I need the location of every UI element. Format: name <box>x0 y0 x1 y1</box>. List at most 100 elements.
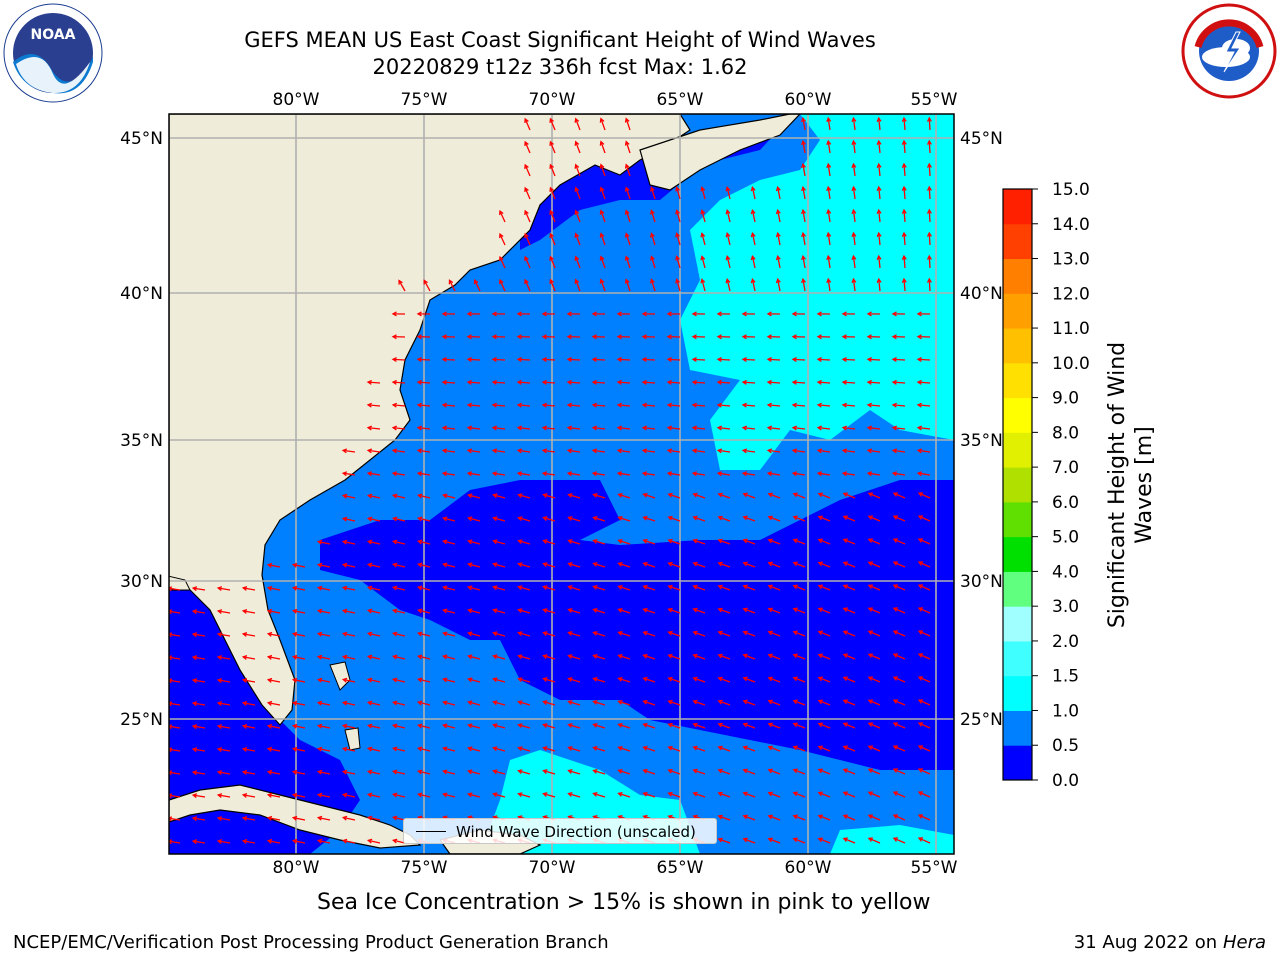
wind-wave-arrow <box>918 472 931 476</box>
wind-wave-arrow <box>593 700 606 706</box>
wind-wave-arrowhead <box>891 379 897 385</box>
wind-wave-arrow <box>918 814 931 821</box>
wind-wave-arrow <box>852 210 856 223</box>
wind-wave-arrowhead <box>591 379 597 385</box>
wind-wave-arrow <box>625 187 631 200</box>
wind-wave-arrow <box>918 427 931 430</box>
top-longitude-labels: 80°W 75°W 70°W 65°W 60°W 55°W <box>273 90 958 110</box>
wind-wave-arrowhead <box>891 402 897 408</box>
wind-wave-arrow <box>718 562 731 568</box>
wind-wave-arrowhead <box>291 815 298 821</box>
wind-wave-arrowhead <box>542 585 548 590</box>
wind-wave-arrowhead <box>591 471 598 477</box>
wind-wave-arrow <box>793 631 806 637</box>
wind-wave-arrow <box>443 701 456 706</box>
wind-wave-arrowhead <box>417 608 423 614</box>
wind-wave-arrowhead <box>169 632 173 638</box>
wind-wave-arrow <box>467 358 481 361</box>
wind-wave-arrow <box>268 817 281 821</box>
wind-wave-arrow <box>818 653 831 660</box>
wind-wave-arrow <box>802 210 806 223</box>
wind-wave-arrowhead <box>876 254 882 261</box>
wind-wave-arrow <box>468 678 481 683</box>
wind-wave-arrow <box>743 631 756 637</box>
wind-wave-arrow <box>418 609 431 614</box>
wind-wave-arrow <box>193 771 206 775</box>
wind-wave-arrow <box>524 187 531 200</box>
wind-wave-arrow <box>343 793 356 798</box>
wind-wave-arrow <box>492 381 506 384</box>
wind-wave-arrow <box>693 472 706 476</box>
wind-wave-arrow <box>718 608 731 614</box>
wind-wave-arrow <box>768 427 781 430</box>
wind-wave-arrowhead <box>467 792 473 798</box>
wind-wave-arrowhead <box>599 255 605 261</box>
wind-wave-arrow <box>928 278 931 292</box>
wind-wave-arrow <box>843 472 856 476</box>
wind-wave-arrowhead <box>442 608 448 614</box>
wind-wave-arrowhead <box>792 745 798 751</box>
wind-wave-arrowhead <box>666 402 672 408</box>
wind-wave-arrow <box>743 539 756 545</box>
wind-wave-arrowhead <box>467 654 473 660</box>
wind-wave-arrow <box>368 586 381 591</box>
wind-wave-arrowhead <box>817 722 823 728</box>
wind-wave-arrow <box>268 587 281 591</box>
wind-wave-arrowhead <box>617 676 623 682</box>
wind-wave-arrow <box>243 702 256 706</box>
wind-wave-arrow <box>818 837 831 844</box>
wind-wave-arrowhead <box>617 745 623 751</box>
wind-wave-arrow <box>368 472 381 476</box>
wind-wave-arrowhead <box>917 561 924 566</box>
wind-wave-arrowhead <box>917 722 924 727</box>
wind-wave-arrowhead <box>266 585 273 591</box>
wind-wave-arrowhead <box>391 631 398 637</box>
wind-wave-arrow <box>549 233 556 246</box>
wind-wave-arrowhead <box>642 722 648 728</box>
wind-wave-arrowhead <box>767 515 773 521</box>
wind-wave-arrowhead <box>567 769 573 774</box>
wind-wave-arrowhead <box>642 584 648 590</box>
wind-wave-arrowhead <box>867 837 873 842</box>
wind-wave-arrowhead <box>191 655 198 661</box>
colorbar-frame <box>1002 188 1033 781</box>
land-bahamas-1 <box>329 661 351 691</box>
wind-wave-arrowhead <box>291 677 298 683</box>
wind-wave-arrow <box>243 610 256 614</box>
wind-wave-arrow <box>718 449 731 453</box>
wind-wave-arrow <box>293 656 306 660</box>
wind-wave-arrowhead <box>516 379 522 385</box>
bottom-longitude-labels: 80°W 75°W 70°W 65°W 60°W 55°W <box>273 858 958 878</box>
wind-wave-arrow <box>568 562 581 568</box>
wind-wave-arrowhead <box>524 186 529 193</box>
wind-wave-arrow <box>343 724 356 729</box>
wind-wave-arrow <box>843 427 856 430</box>
wind-wave-arrow <box>293 817 306 821</box>
wind-wave-arrowhead <box>492 723 498 729</box>
wind-wave-arrow <box>618 427 631 430</box>
wind-wave-arrow <box>903 117 906 131</box>
wind-wave-arrowhead <box>842 699 848 704</box>
wind-wave-arrowhead <box>816 448 823 454</box>
wind-wave-arrow <box>393 678 406 683</box>
colorbar-title-line1: Significant Height of Wind <box>1105 342 1130 628</box>
wind-wave-arrowhead <box>341 815 348 821</box>
wind-wave-arrowhead <box>391 539 398 545</box>
wind-wave-arrowhead <box>524 255 529 262</box>
wind-wave-arrowhead <box>767 722 773 728</box>
wind-wave-arrowhead <box>917 584 924 589</box>
wind-wave-arrow <box>718 631 731 637</box>
wind-wave-arrowhead <box>492 769 498 775</box>
wind-wave-arrowhead <box>266 700 273 706</box>
wind-wave-arrowhead <box>366 677 373 683</box>
wind-wave-arrowhead <box>499 255 504 262</box>
wind-wave-arrow <box>842 358 856 361</box>
wind-wave-arrowhead <box>892 538 899 543</box>
wind-wave-arrow <box>768 723 781 729</box>
wind-wave-arrowhead <box>391 562 398 568</box>
wind-wave-arrow <box>593 608 606 614</box>
wind-wave-arrow <box>592 358 606 361</box>
wind-wave-arrow <box>743 493 756 499</box>
wind-wave-arrowhead <box>617 722 623 728</box>
wind-wave-arrow <box>468 449 481 453</box>
